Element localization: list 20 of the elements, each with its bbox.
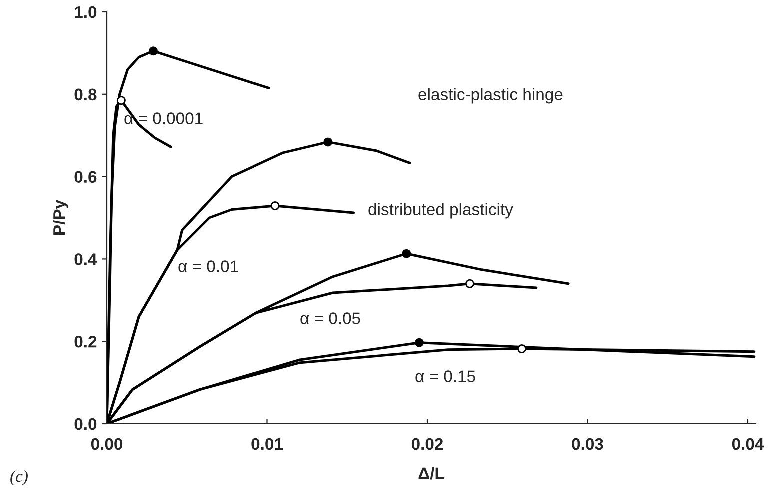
y-tick-label: 1.0 (75, 6, 97, 18)
x-axis-title: Δ/L (418, 467, 444, 480)
y-tick-label: 0.0 (74, 418, 97, 430)
annotation: α = 0.05 (300, 312, 360, 324)
y-tick-label: 0.6 (74, 171, 97, 184)
x-tick-label: 0.04 (732, 438, 764, 450)
y-tick-label: 0.4 (74, 254, 98, 266)
y-tick-label: 0.8 (74, 88, 97, 101)
y-tick-label: 0.2 (74, 336, 97, 348)
annotation: elastic-plastic hinge (418, 88, 563, 104)
annotation: distributed plasticity (368, 203, 514, 219)
x-tick-label: 0.03 (572, 438, 604, 450)
x-tick-label: 0.02 (412, 438, 444, 450)
x-tick-label: 0.00 (91, 438, 123, 450)
x-tick-label: 0.01 (252, 438, 284, 450)
annotation: α = 0.15 (416, 370, 476, 382)
text: (c) (10, 470, 28, 486)
annotation: α = 0.01 (178, 260, 238, 272)
y-axis-title: P/Py (53, 200, 69, 235)
annotation: α = 0.0001 (124, 112, 203, 124)
